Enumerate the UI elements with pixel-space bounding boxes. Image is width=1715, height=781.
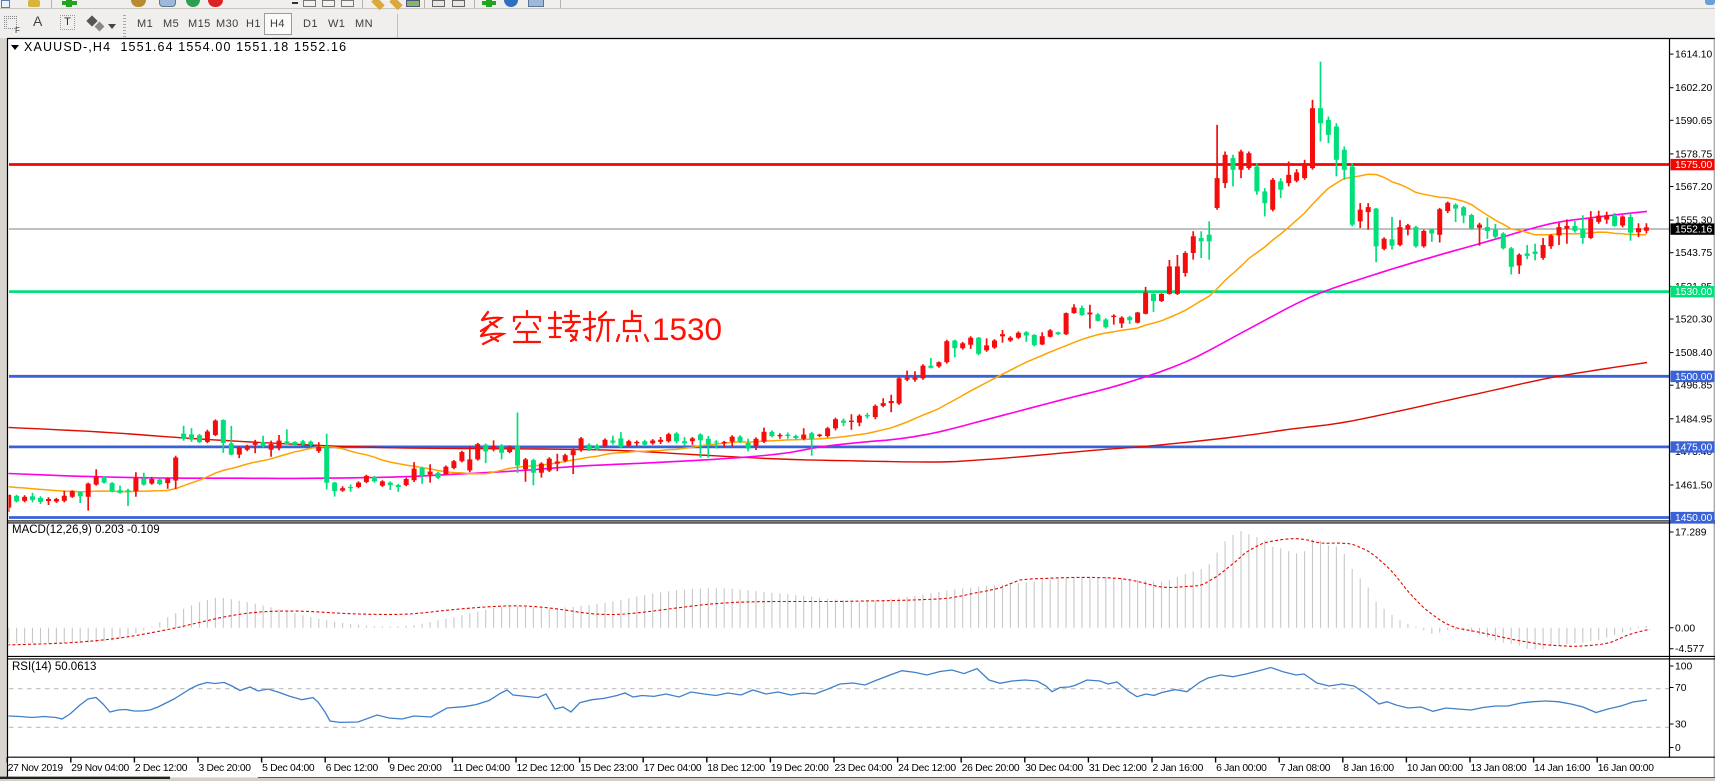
svg-text:0: 0 bbox=[1675, 743, 1681, 754]
svg-text:3 Dec 20:00: 3 Dec 20:00 bbox=[199, 763, 252, 774]
svg-text:30: 30 bbox=[1675, 720, 1687, 731]
svg-text:1500.00: 1500.00 bbox=[1675, 372, 1712, 383]
svg-text:10 Jan 00:00: 10 Jan 00:00 bbox=[1407, 763, 1464, 774]
svg-text:1590.65: 1590.65 bbox=[1675, 116, 1712, 127]
svg-text:19 Dec 20:00: 19 Dec 20:00 bbox=[771, 763, 829, 774]
svg-text:-4.577: -4.577 bbox=[1675, 644, 1704, 655]
svg-text:9 Dec 20:00: 9 Dec 20:00 bbox=[389, 763, 442, 774]
svg-text:1520.30: 1520.30 bbox=[1675, 315, 1712, 326]
svg-text:1530: 1530 bbox=[652, 311, 722, 347]
svg-text:MACD(12,26,9) 0.203 -0.109: MACD(12,26,9) 0.203 -0.109 bbox=[12, 524, 160, 536]
svg-text:5 Dec 04:00: 5 Dec 04:00 bbox=[262, 763, 315, 774]
svg-text:0.00: 0.00 bbox=[1675, 623, 1695, 634]
svg-text:17.289: 17.289 bbox=[1675, 528, 1707, 539]
svg-text:18 Dec 12:00: 18 Dec 12:00 bbox=[707, 763, 765, 774]
svg-text:1508.40: 1508.40 bbox=[1675, 348, 1712, 359]
svg-text:70: 70 bbox=[1675, 683, 1687, 694]
svg-text:24 Dec 12:00: 24 Dec 12:00 bbox=[898, 763, 956, 774]
svg-text:1450.00: 1450.00 bbox=[1675, 513, 1712, 524]
svg-text:11 Dec 04:00: 11 Dec 04:00 bbox=[453, 763, 510, 774]
svg-text:RSI(14) 50.0613: RSI(14) 50.0613 bbox=[12, 661, 96, 673]
svg-text:16 Jan 00:00: 16 Jan 00:00 bbox=[1598, 763, 1655, 774]
svg-text:1543.75: 1543.75 bbox=[1675, 248, 1712, 259]
svg-text:14 Jan 16:00: 14 Jan 16:00 bbox=[1534, 763, 1591, 774]
svg-text:2 Dec 12:00: 2 Dec 12:00 bbox=[135, 763, 188, 774]
svg-text:6 Jan 00:00: 6 Jan 00:00 bbox=[1216, 763, 1267, 774]
svg-text:1614.10: 1614.10 bbox=[1675, 50, 1712, 61]
svg-text:1475.00: 1475.00 bbox=[1675, 443, 1712, 454]
svg-text:1461.50: 1461.50 bbox=[1675, 481, 1712, 492]
svg-text:31 Dec 12:00: 31 Dec 12:00 bbox=[1089, 763, 1147, 774]
svg-text:100: 100 bbox=[1675, 662, 1692, 673]
svg-text:1530.00: 1530.00 bbox=[1675, 287, 1712, 298]
svg-text:29 Nov 04:00: 29 Nov 04:00 bbox=[71, 763, 129, 774]
svg-text:7 Jan 08:00: 7 Jan 08:00 bbox=[1280, 763, 1331, 774]
svg-text:2 Jan 16:00: 2 Jan 16:00 bbox=[1153, 763, 1204, 774]
svg-text:1575.00: 1575.00 bbox=[1675, 160, 1712, 171]
svg-text:1602.20: 1602.20 bbox=[1675, 83, 1712, 94]
svg-text:23 Dec 04:00: 23 Dec 04:00 bbox=[835, 763, 893, 774]
svg-text:XAUUSD-,H4 1551.64 1554.00 15: XAUUSD-,H4 1551.64 1554.00 1551.18 1552.… bbox=[24, 40, 347, 54]
svg-text:27 Nov 2019: 27 Nov 2019 bbox=[8, 763, 64, 774]
svg-text:1578.75: 1578.75 bbox=[1675, 149, 1712, 160]
svg-text:1484.95: 1484.95 bbox=[1675, 414, 1712, 425]
svg-text:1555.30: 1555.30 bbox=[1675, 216, 1712, 227]
svg-text:12 Dec 12:00: 12 Dec 12:00 bbox=[517, 763, 575, 774]
svg-text:1552.16: 1552.16 bbox=[1675, 225, 1712, 236]
svg-text:13 Jan 08:00: 13 Jan 08:00 bbox=[1471, 763, 1528, 774]
svg-text:1567.20: 1567.20 bbox=[1675, 182, 1712, 193]
svg-text:6 Dec 12:00: 6 Dec 12:00 bbox=[326, 763, 379, 774]
svg-text:26 Dec 20:00: 26 Dec 20:00 bbox=[962, 763, 1020, 774]
svg-text:8 Jan 16:00: 8 Jan 16:00 bbox=[1343, 763, 1394, 774]
svg-text:1496.85: 1496.85 bbox=[1675, 381, 1712, 392]
svg-text:15 Dec 23:00: 15 Dec 23:00 bbox=[580, 763, 638, 774]
svg-text:30 Dec 04:00: 30 Dec 04:00 bbox=[1025, 763, 1083, 774]
svg-text:17 Dec 04:00: 17 Dec 04:00 bbox=[644, 763, 702, 774]
